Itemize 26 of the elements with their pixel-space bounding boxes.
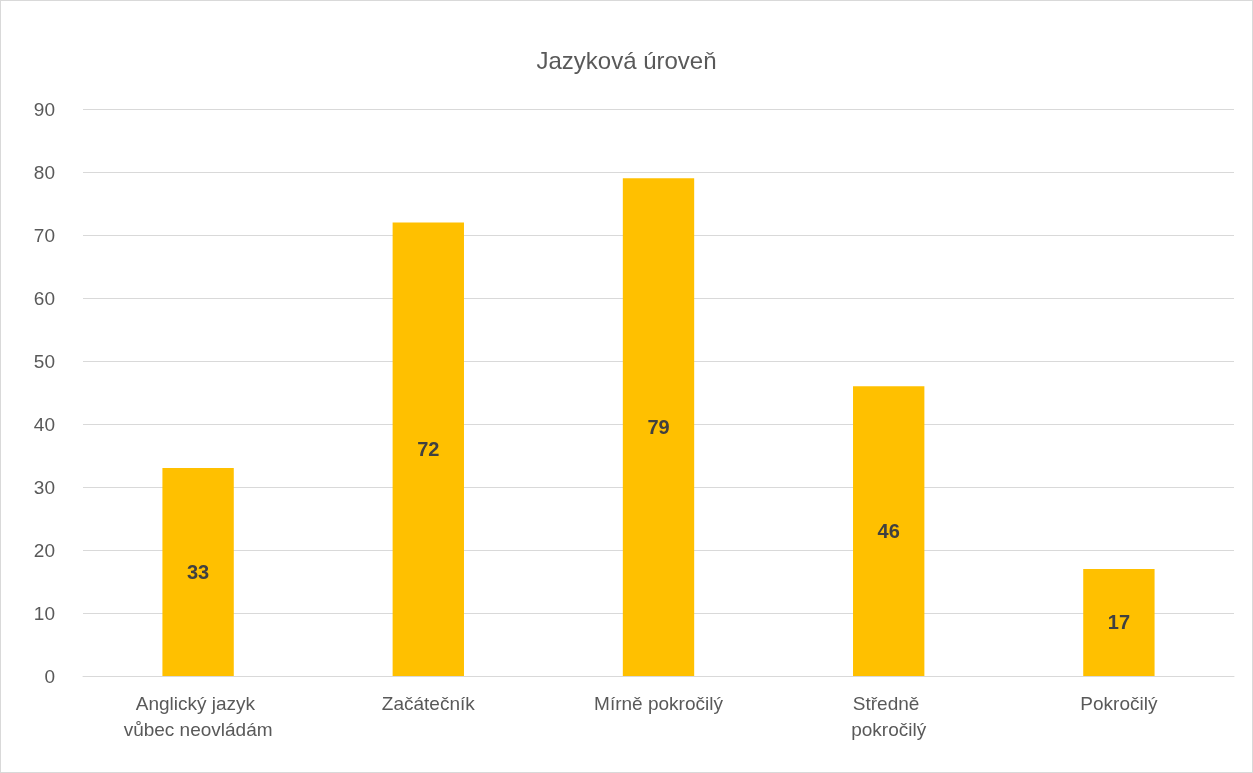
bar: [162, 468, 234, 676]
y-tick-label: 40: [33, 413, 55, 435]
data-label: 46: [877, 520, 900, 543]
y-tick-label: 80: [33, 161, 55, 183]
bar: [622, 178, 695, 676]
bar: [392, 222, 464, 676]
x-tick-label: Anglický jazyk vůbec neovládám: [123, 692, 273, 740]
data-label: 79: [647, 416, 670, 439]
data-label: 33: [186, 561, 210, 584]
y-tick-label: 10: [33, 602, 55, 624]
y-tick-label: 30: [33, 476, 55, 498]
bar: [853, 386, 925, 676]
data-label: 17: [1107, 611, 1131, 634]
chart-title: Jazyková úroveň: [536, 46, 717, 74]
bar: [1083, 568, 1155, 676]
y-tick-label: 60: [33, 287, 55, 309]
data-label: 72: [417, 438, 440, 461]
y-tick-label: 70: [33, 224, 55, 246]
y-tick-label: 50: [33, 350, 55, 372]
x-tick-label: Mírně pokročilý: [594, 692, 724, 714]
y-tick-label: 20: [33, 539, 55, 561]
y-tick-label: 90: [33, 98, 55, 120]
y-tick-label: 0: [44, 665, 55, 687]
x-tick-label: Středně pokročilý: [851, 692, 927, 740]
x-tick-label: Začátečník: [381, 692, 476, 714]
x-tick-label: Pokročilý: [1080, 692, 1158, 714]
